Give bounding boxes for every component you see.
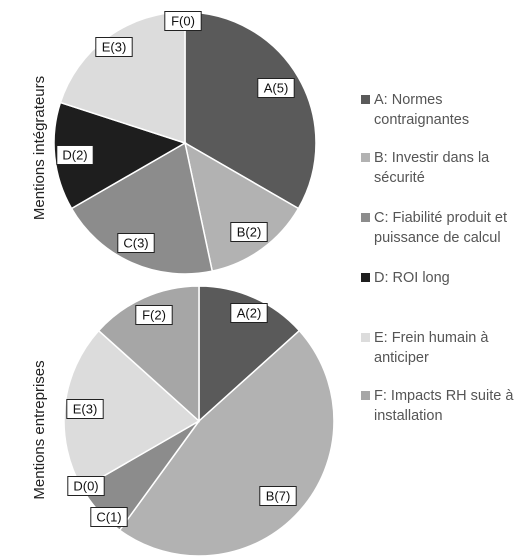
- slice-label-box: [135, 305, 173, 325]
- slice-label-b: B(7): [259, 486, 297, 506]
- slice-label-f: F(0): [164, 11, 202, 31]
- slice-label-box: [67, 476, 105, 496]
- slice-label-text: F(2): [142, 308, 166, 323]
- slice-label-box: [259, 486, 297, 506]
- slice-label-box: [90, 507, 128, 527]
- legend-item-f: F: Impacts RH suite à installation: [361, 388, 514, 424]
- slice-label-b: B(2): [230, 222, 268, 242]
- slice-label-text: D(2): [62, 148, 87, 163]
- slice-label-c: C(3): [117, 233, 155, 253]
- slice-label-text: B(2): [237, 225, 262, 240]
- legend-label: puissance de calcul: [374, 230, 501, 246]
- slice-label-e: E(3): [95, 37, 133, 57]
- slice-label-e: E(3): [66, 399, 104, 419]
- slice-label-text: C(3): [123, 236, 148, 251]
- slice-label-text: E(3): [102, 40, 127, 55]
- slice-label-f: F(2): [135, 305, 173, 325]
- pie-slice-c: [70, 141, 214, 275]
- legend-swatch: [361, 213, 370, 222]
- legend: A: Normes contraignantes B: Investir dans …: [361, 92, 514, 424]
- legend-label: installation: [374, 408, 443, 424]
- slice-label-a: A(5): [257, 78, 295, 98]
- legend-item-d: D: ROI long: [361, 270, 450, 286]
- pie-chart-entreprises: A(2) B(7) C(1) D(0) E(3) F(2): [63, 285, 335, 556]
- axis-title-entreprises: Mentions entreprises: [31, 360, 48, 499]
- pie-slice-f: [97, 285, 200, 423]
- slice-label-box: [230, 222, 268, 242]
- legend-item-b: B: Investir dans la sécurité: [361, 150, 490, 186]
- legend-swatch: [361, 333, 370, 342]
- legend-label: F: Impacts RH suite à: [374, 388, 514, 404]
- slice-label-d: D(2): [56, 145, 94, 165]
- slice-label-text: E(3): [73, 402, 98, 417]
- legend-label: A: Normes: [374, 92, 443, 108]
- pie-slice-a: [184, 11, 317, 210]
- axis-title-integrateurs: Mentions intégrateurs: [31, 76, 48, 220]
- slice-label-text: C(1): [96, 510, 121, 525]
- slice-label-c: C(1): [90, 507, 128, 527]
- legend-label: B: Investir dans la: [374, 150, 490, 166]
- legend-item-c: C: Fiabilité produit et puissance de calc…: [361, 210, 507, 246]
- legend-label: contraignantes: [374, 112, 469, 128]
- slice-label-text: B(7): [266, 489, 291, 504]
- slice-label-box: [164, 11, 202, 31]
- legend-item-a: A: Normes contraignantes: [361, 92, 469, 128]
- pie-slice-e: [63, 329, 201, 490]
- legend-swatch: [361, 95, 370, 104]
- legend-swatch: [361, 153, 370, 162]
- pie-chart-integrateurs: A(5) B(2) C(3) D(2) E(3) F(0): [53, 11, 317, 275]
- slice-label-box: [95, 37, 133, 57]
- legend-label: E: Frein humain à: [374, 330, 489, 346]
- slice-label-box: [230, 303, 268, 323]
- slice-label-text: A(2): [237, 306, 262, 321]
- legend-swatch: [361, 273, 370, 282]
- slice-label-a: A(2): [230, 303, 268, 323]
- legend-label: anticiper: [374, 350, 429, 366]
- legend-swatch: [361, 391, 370, 400]
- pie-slice-d: [53, 101, 187, 210]
- slice-label-d: D(0): [67, 476, 105, 496]
- slice-label-text: A(5): [264, 81, 289, 96]
- slice-label-text: D(0): [73, 479, 98, 494]
- slice-label-box: [117, 233, 155, 253]
- slice-label-box: [56, 145, 94, 165]
- slice-label-box: [257, 78, 295, 98]
- legend-item-e: E: Frein humain à anticiper: [361, 330, 489, 366]
- pie-slice-b: [183, 141, 300, 273]
- slice-label-box: [66, 399, 104, 419]
- pie-slice-a: [198, 285, 301, 423]
- slice-label-text: F(0): [171, 14, 195, 29]
- legend-label: C: Fiabilité produit et: [374, 210, 507, 226]
- legend-label: sécurité: [374, 170, 425, 186]
- legend-label: D: ROI long: [374, 270, 450, 286]
